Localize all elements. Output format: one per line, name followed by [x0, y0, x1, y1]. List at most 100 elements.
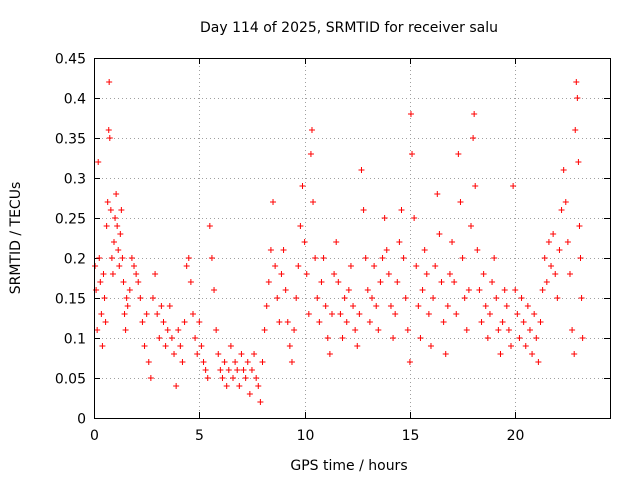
data-point [341, 295, 348, 301]
y-tick-label: 0.1 [64, 332, 86, 348]
data-point [202, 367, 209, 373]
data-point [246, 391, 253, 397]
data-point [154, 311, 161, 317]
data-point [398, 207, 405, 213]
data-point [453, 311, 460, 317]
data-point [396, 239, 403, 245]
data-point [297, 223, 304, 229]
data-point [548, 263, 555, 269]
data-point [377, 279, 384, 285]
y-tick-label: 0 [77, 412, 86, 428]
data-point [512, 287, 519, 293]
x-tick-label: 0 [90, 428, 99, 444]
data-point [432, 263, 439, 269]
data-point [362, 255, 369, 261]
data-point [324, 335, 331, 341]
data-point [576, 223, 583, 229]
data-point [350, 303, 357, 309]
data-point [123, 295, 130, 301]
data-point [328, 311, 335, 317]
data-point [514, 311, 521, 317]
data-point [236, 383, 243, 389]
data-point [470, 135, 477, 141]
data-point [545, 239, 552, 245]
data-point [149, 295, 156, 301]
data-point [183, 263, 190, 269]
data-point [541, 255, 548, 261]
data-point [141, 343, 148, 349]
data-point [196, 319, 203, 325]
x-tick-label: 15 [402, 428, 420, 444]
y-tick-label: 0.2 [64, 252, 86, 268]
y-tick-label: 0.3 [64, 172, 86, 188]
y-tick-label: 0.05 [55, 372, 86, 388]
data-point [97, 279, 104, 285]
data-point [471, 111, 478, 117]
data-point [276, 319, 283, 325]
data-point [394, 279, 401, 285]
data-point [531, 311, 538, 317]
data-point [572, 127, 579, 133]
data-point [164, 327, 171, 333]
data-point [497, 351, 504, 357]
data-point [92, 263, 99, 269]
data-point [307, 151, 314, 157]
data-point [467, 223, 474, 229]
data-point [312, 255, 319, 261]
data-point [419, 287, 426, 293]
data-point [293, 295, 300, 301]
data-point [486, 311, 493, 317]
data-point [121, 311, 128, 317]
data-point [227, 343, 234, 349]
data-point [522, 343, 529, 349]
data-point [476, 287, 483, 293]
data-point [215, 351, 222, 357]
data-point [402, 295, 409, 301]
data-point [114, 223, 121, 229]
data-point [109, 271, 116, 277]
data-point [255, 383, 262, 389]
data-point [111, 239, 118, 245]
data-point [284, 319, 291, 325]
data-point [444, 303, 451, 309]
data-point [501, 287, 508, 293]
y-axis-label: SRMTID / TECUs [8, 182, 24, 295]
data-point [491, 255, 498, 261]
data-point [571, 351, 578, 357]
data-point [171, 351, 178, 357]
data-point [564, 239, 571, 245]
data-point [295, 263, 302, 269]
data-point [575, 159, 582, 165]
data-point [503, 303, 510, 309]
data-point [409, 151, 416, 157]
data-point [244, 359, 251, 365]
data-point [387, 303, 394, 309]
data-point [160, 319, 167, 325]
data-point [320, 255, 327, 261]
data-point [579, 335, 586, 341]
data-point [343, 319, 350, 325]
x-tick-label: 20 [507, 428, 525, 444]
chart-title: Day 114 of 2025, SRMTID for receiver sal… [200, 20, 498, 36]
data-point [539, 287, 546, 293]
data-point [120, 279, 127, 285]
data-point [326, 351, 333, 357]
data-point [156, 335, 163, 341]
data-point [213, 327, 220, 333]
data-point [230, 375, 237, 381]
data-point [100, 271, 107, 277]
data-point [449, 239, 456, 245]
data-point [103, 223, 110, 229]
data-point [185, 255, 192, 261]
data-point [482, 303, 489, 309]
data-point [375, 327, 382, 333]
data-point [177, 343, 184, 349]
data-point [465, 287, 472, 293]
data-point [278, 271, 285, 277]
data-point [493, 295, 500, 301]
data-point [208, 255, 215, 261]
data-point [526, 327, 533, 333]
data-point [194, 351, 201, 357]
data-point [206, 223, 213, 229]
